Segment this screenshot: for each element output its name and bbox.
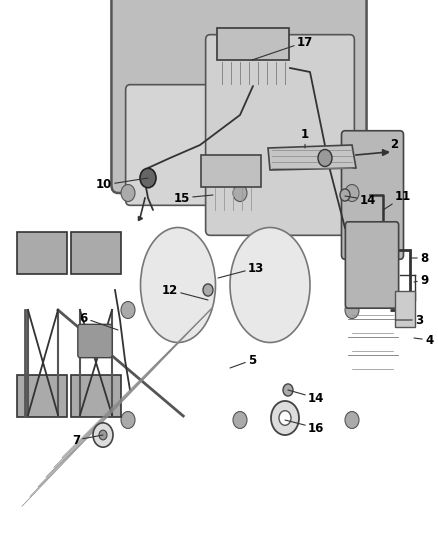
FancyBboxPatch shape (346, 222, 399, 308)
Circle shape (121, 411, 135, 429)
Circle shape (345, 411, 359, 429)
Circle shape (140, 168, 156, 188)
Text: 4: 4 (414, 334, 433, 346)
Text: 16: 16 (285, 420, 325, 434)
Text: 3: 3 (396, 313, 423, 327)
Text: 8: 8 (410, 252, 428, 264)
Circle shape (99, 430, 107, 440)
Text: 12: 12 (162, 284, 208, 300)
Text: 17: 17 (252, 36, 313, 60)
Circle shape (93, 423, 113, 447)
Text: 7: 7 (72, 433, 103, 447)
FancyBboxPatch shape (17, 232, 67, 273)
Circle shape (233, 184, 247, 201)
Ellipse shape (230, 228, 310, 343)
Circle shape (279, 411, 291, 425)
Circle shape (233, 411, 247, 429)
FancyBboxPatch shape (342, 131, 403, 259)
FancyBboxPatch shape (126, 85, 219, 205)
Text: 13: 13 (218, 262, 264, 278)
Text: 10: 10 (96, 178, 148, 191)
Circle shape (121, 302, 135, 319)
Text: 9: 9 (414, 273, 428, 287)
FancyBboxPatch shape (205, 35, 354, 236)
Text: 15: 15 (173, 191, 213, 205)
Circle shape (203, 284, 213, 296)
Circle shape (283, 384, 293, 396)
Ellipse shape (141, 228, 215, 343)
FancyBboxPatch shape (395, 292, 415, 327)
Polygon shape (268, 145, 356, 170)
FancyBboxPatch shape (17, 375, 67, 417)
Text: 14: 14 (288, 390, 325, 405)
FancyBboxPatch shape (111, 0, 367, 193)
Circle shape (318, 149, 332, 166)
Text: 14: 14 (345, 193, 376, 206)
FancyBboxPatch shape (217, 28, 290, 60)
Text: 6: 6 (80, 311, 118, 330)
FancyBboxPatch shape (201, 156, 261, 187)
FancyBboxPatch shape (71, 375, 121, 417)
Text: 5: 5 (230, 353, 256, 368)
Text: 11: 11 (383, 190, 411, 210)
Circle shape (121, 184, 135, 201)
Circle shape (345, 302, 359, 319)
Circle shape (271, 401, 299, 435)
Circle shape (345, 184, 359, 201)
FancyBboxPatch shape (78, 325, 112, 358)
FancyBboxPatch shape (71, 232, 121, 273)
Text: 1: 1 (301, 128, 309, 148)
Circle shape (340, 189, 350, 201)
Text: 2: 2 (385, 139, 398, 153)
